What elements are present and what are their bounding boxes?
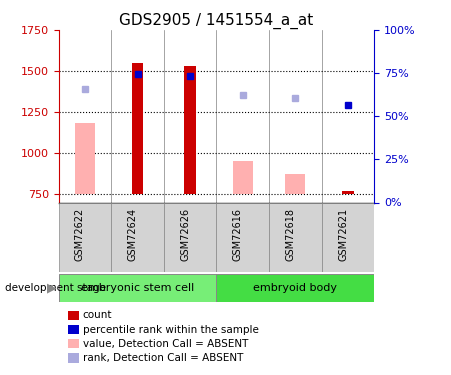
Bar [132, 63, 143, 194]
Bar [342, 191, 354, 194]
Bar [322, 202, 374, 272]
Bar [216, 202, 269, 272]
Text: percentile rank within the sample: percentile rank within the sample [83, 325, 258, 334]
Text: value, Detection Call = ABSENT: value, Detection Call = ABSENT [83, 339, 248, 349]
Text: rank, Detection Call = ABSENT: rank, Detection Call = ABSENT [83, 353, 243, 363]
Text: GSM72621: GSM72621 [338, 208, 348, 261]
Bar [75, 123, 95, 194]
Text: GSM72622: GSM72622 [75, 208, 85, 261]
Bar [184, 66, 196, 194]
Bar [269, 202, 322, 272]
Text: GSM72624: GSM72624 [128, 208, 138, 261]
Bar [59, 202, 111, 272]
Text: GSM72618: GSM72618 [285, 208, 295, 261]
Text: ▶: ▶ [47, 281, 56, 294]
Text: count: count [83, 310, 112, 320]
Bar [164, 202, 216, 272]
Bar [216, 274, 374, 302]
Text: embryoid body: embryoid body [253, 283, 337, 293]
Title: GDS2905 / 1451554_a_at: GDS2905 / 1451554_a_at [120, 12, 313, 28]
Bar [233, 161, 253, 194]
Text: GSM72616: GSM72616 [233, 208, 243, 261]
Text: development stage: development stage [5, 283, 106, 293]
Bar [59, 274, 216, 302]
Text: GSM72626: GSM72626 [180, 208, 190, 261]
Bar [285, 174, 305, 194]
Text: embryonic stem cell: embryonic stem cell [81, 283, 194, 293]
Bar [111, 202, 164, 272]
